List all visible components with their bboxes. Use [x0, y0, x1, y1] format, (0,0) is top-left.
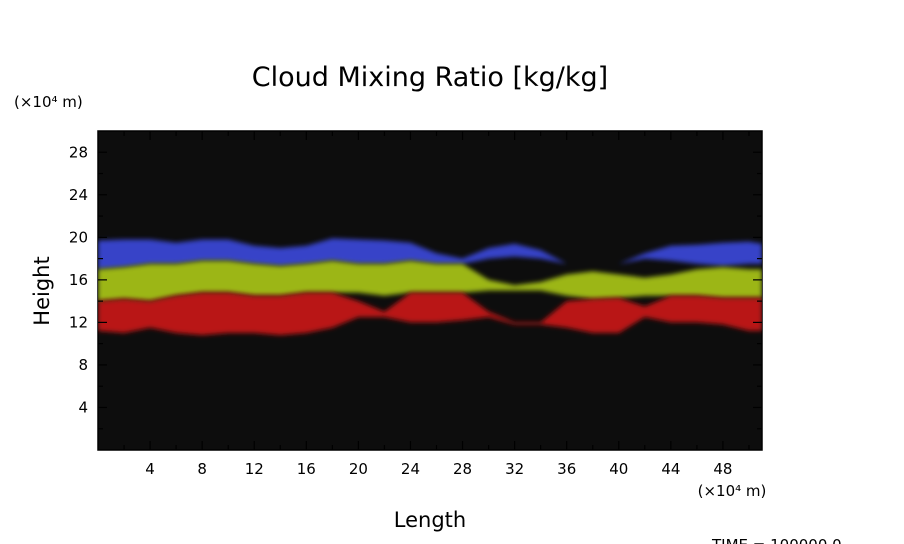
chart-title: Cloud Mixing Ratio [kg/kg] — [252, 62, 608, 93]
x-axis: 4 8 12 16 20 24 28 32 36 40 44 48 — [123, 131, 750, 478]
x-tick-label: 28 — [453, 460, 472, 478]
y-tick-label: 12 — [69, 313, 88, 331]
y-tick-label: 20 — [69, 228, 88, 246]
x-tick-label: 12 — [245, 460, 264, 478]
y-axis: 4 8 12 16 20 24 28 — [69, 143, 762, 430]
x-tick-label: 4 — [145, 460, 155, 478]
cloud-layer-2 — [98, 260, 762, 302]
cloud-layers — [98, 238, 762, 336]
x-tick-label: 8 — [197, 460, 207, 478]
y-tick-label: 16 — [69, 271, 88, 289]
x-tick-label: 32 — [505, 460, 524, 478]
time-readout: TIME = 100000.0 — [711, 536, 842, 544]
y-tick-label: 8 — [78, 356, 88, 374]
x-tick-label: 48 — [713, 460, 732, 478]
x-axis-label: Length — [394, 508, 466, 532]
x-tick-label: 16 — [297, 460, 316, 478]
cloud-layer-1 — [98, 238, 762, 270]
y-tick-label: 24 — [69, 186, 88, 204]
x-tick-label: 36 — [557, 460, 576, 478]
cloud-layer-3 — [98, 292, 762, 336]
x-tick-label: 24 — [401, 460, 420, 478]
y-axis-label: Height — [30, 256, 54, 325]
x-tick-label: 44 — [661, 460, 680, 478]
x-axis-unit: (×10⁴ m) — [698, 482, 767, 500]
x-tick-label: 40 — [609, 460, 628, 478]
x-tick-label: 20 — [349, 460, 368, 478]
y-tick-label: 4 — [78, 398, 88, 416]
y-axis-unit: (×10⁴ m) — [14, 93, 83, 111]
y-tick-label: 28 — [69, 143, 88, 161]
